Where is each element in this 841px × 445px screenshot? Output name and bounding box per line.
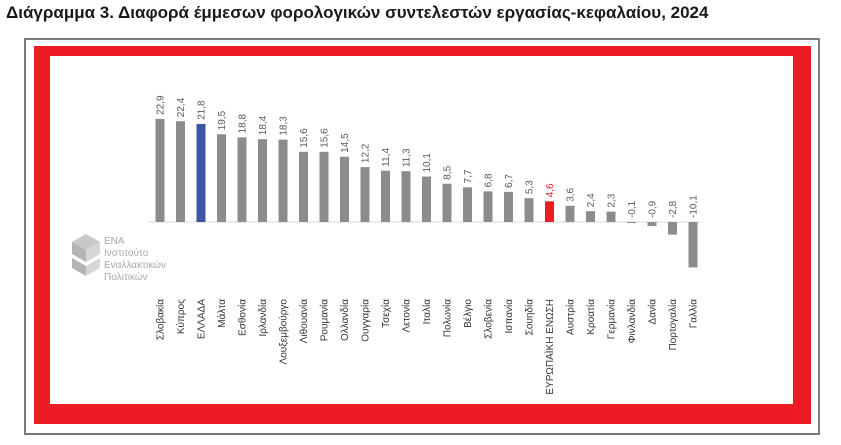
bar-23 xyxy=(627,222,636,223)
value-label-15: 7,7 xyxy=(463,169,474,183)
category-label-24: Δανία xyxy=(647,299,659,325)
bar-13 xyxy=(422,176,431,222)
category-label-14: Πολωνία xyxy=(442,299,454,337)
value-label-10: 12,2 xyxy=(361,143,372,163)
bar-17 xyxy=(504,191,513,222)
bar-5 xyxy=(258,139,267,222)
bar-9 xyxy=(340,156,349,222)
category-label-10: Ουγγαρία xyxy=(360,299,372,342)
value-label-6: 18,3 xyxy=(279,116,290,136)
value-label-4: 18,8 xyxy=(238,113,249,133)
bar-4 xyxy=(237,137,247,222)
category-label-6: Λουξεμβούργο xyxy=(278,299,290,365)
bar-2 xyxy=(196,123,206,222)
chart-title: Διάγραμμα 3. Διαφορά έμμεσων φορολογικών… xyxy=(6,3,709,22)
logo-line-institute: Ινστιτούτο xyxy=(104,248,149,259)
bar-18 xyxy=(524,198,534,222)
bar-14 xyxy=(442,183,452,222)
logo-line-policies: Πολιτικών xyxy=(104,272,148,283)
category-label-15: Βέλγιο xyxy=(462,299,474,328)
category-label-9: Ολλανδία xyxy=(339,299,351,341)
category-label-1: Κύπρος xyxy=(175,299,187,334)
bar-20 xyxy=(565,205,575,222)
category-label-8: Ρουμανία xyxy=(319,299,331,341)
value-label-22: 2,3 xyxy=(607,193,618,207)
value-label-5: 18,4 xyxy=(258,115,269,135)
ena-logo-icon xyxy=(72,234,100,276)
bar-24 xyxy=(647,222,657,227)
value-label-26: -10,1 xyxy=(689,195,700,218)
bar-11 xyxy=(381,170,390,222)
bar-1 xyxy=(176,121,185,222)
value-label-1: 22,4 xyxy=(176,97,187,117)
category-label-12: Λετονία xyxy=(401,299,413,333)
logo-line-alternative: Εναλλακτικών xyxy=(104,260,166,271)
bar-15 xyxy=(463,187,472,222)
category-label-19: ΕΥΡΩΠΑΪΚΗ ΕΝΩΣΗ xyxy=(544,299,556,395)
category-label-11: Τσεχία xyxy=(380,299,392,328)
logo-line-ena: ΕΝΑ xyxy=(104,236,125,247)
value-label-25: -2,8 xyxy=(668,200,679,218)
value-label-24: -0,9 xyxy=(648,200,659,218)
value-label-14: 8,5 xyxy=(443,165,454,179)
category-label-4: Εσθονία xyxy=(237,299,249,336)
category-label-3: Μάλτα xyxy=(216,299,228,328)
category-label-18: Σουηδία xyxy=(524,299,536,336)
bar-0 xyxy=(155,118,165,222)
category-label-0: Σλοβακία xyxy=(155,299,167,340)
value-label-17: 6,7 xyxy=(504,174,515,188)
bar-8 xyxy=(319,151,329,222)
value-label-7: 15,6 xyxy=(299,128,310,148)
category-label-21: Κροατία xyxy=(585,299,597,335)
value-label-18: 5,3 xyxy=(525,180,536,194)
value-label-8: 15,6 xyxy=(320,128,331,148)
bar-25 xyxy=(668,222,677,235)
category-label-22: Γερμανία xyxy=(606,299,618,339)
bar-16 xyxy=(483,191,493,222)
category-label-17: Ισπανία xyxy=(503,299,515,334)
bar-7 xyxy=(299,151,308,222)
category-label-7: Λιθουανία xyxy=(298,299,310,343)
category-label-5: Ιρλανδία xyxy=(257,299,269,337)
category-label-25: Πορτογαλία xyxy=(667,299,679,351)
value-label-3: 19,5 xyxy=(217,110,228,130)
bar-26 xyxy=(688,222,698,268)
category-label-16: Σλοβενία xyxy=(483,299,495,339)
value-label-21: 2,4 xyxy=(586,193,597,207)
value-label-9: 14,5 xyxy=(340,133,351,153)
category-label-20: Αυστρία xyxy=(565,299,577,335)
value-label-23: -0,1 xyxy=(627,200,638,218)
bar-3 xyxy=(217,134,226,222)
value-label-20: 3,6 xyxy=(566,187,577,201)
value-label-0: 22,9 xyxy=(156,95,167,115)
bar-10 xyxy=(360,167,370,222)
bar-22 xyxy=(606,211,616,222)
value-label-2: 21,8 xyxy=(197,100,208,120)
value-label-19: 4,6 xyxy=(545,183,556,197)
bar-6 xyxy=(278,139,288,222)
value-label-13: 10,1 xyxy=(422,153,433,173)
value-label-11: 11,4 xyxy=(381,148,392,167)
bar-21 xyxy=(586,211,595,222)
bar-12 xyxy=(401,171,411,222)
bar-19 xyxy=(545,201,554,222)
category-label-26: Γαλλία xyxy=(688,299,700,329)
category-label-2: ΕΛΛΑΔΑ xyxy=(197,299,208,339)
value-label-12: 11,3 xyxy=(402,148,413,167)
value-label-16: 6,8 xyxy=(484,173,495,187)
category-label-13: Ιταλία xyxy=(421,299,433,325)
category-label-23: Φινλανδία xyxy=(626,299,638,344)
